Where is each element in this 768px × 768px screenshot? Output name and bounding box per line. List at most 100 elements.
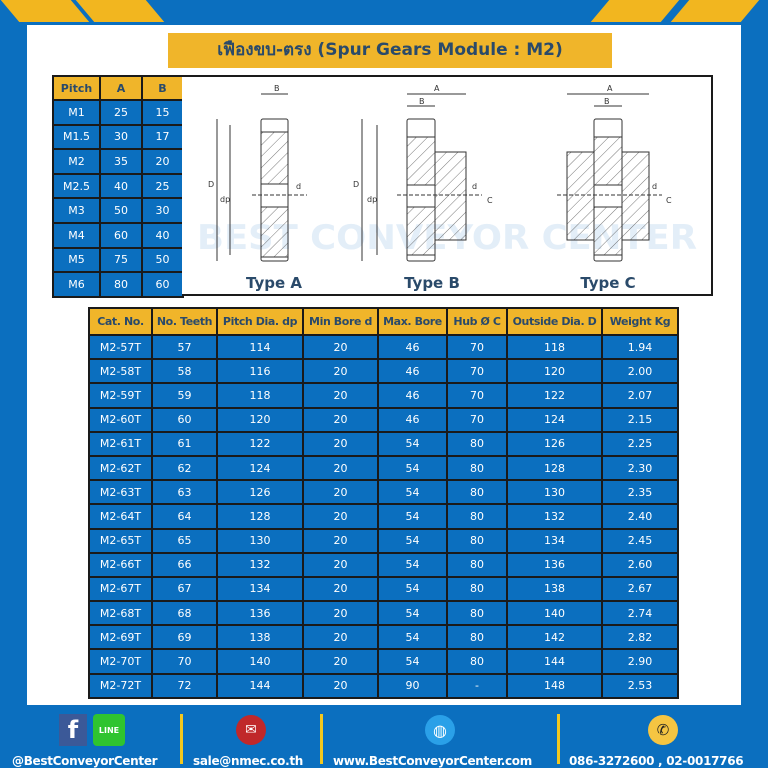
table-cell: 75 xyxy=(99,246,143,274)
table-cell: 116 xyxy=(216,358,304,385)
table-cell: 46 xyxy=(377,406,448,433)
table-cell: 54 xyxy=(377,551,448,578)
table-cell: 118 xyxy=(216,382,304,409)
globe-icon[interactable]: ◍ xyxy=(425,715,455,745)
column-header: Max. Bore xyxy=(377,307,448,336)
table-cell: 130 xyxy=(216,527,304,554)
type-a-label: Type A xyxy=(246,274,302,292)
facebook-icon[interactable]: f xyxy=(59,714,87,746)
table-cell: 20 xyxy=(302,333,379,361)
column-header: B xyxy=(141,75,184,101)
table-cell: 70 xyxy=(151,648,218,675)
table-cell: 20 xyxy=(302,624,379,651)
table-cell: 132 xyxy=(216,551,304,578)
table-cell: 35 xyxy=(99,148,143,175)
email-link[interactable]: sale@nmec.co.th xyxy=(193,754,304,768)
table-cell: M1.5 xyxy=(52,123,101,151)
table-row: M3 50 30 xyxy=(52,197,184,224)
table-cell: M2-66T xyxy=(88,551,153,578)
table-row: M2-69T 69 138 20 54 80 142 2.82 xyxy=(88,624,679,651)
table-cell: 40 xyxy=(99,172,143,200)
table-cell: 54 xyxy=(377,648,448,675)
decor-stripe xyxy=(670,0,760,22)
label-d-bore: d xyxy=(472,182,477,191)
table-cell: 80 xyxy=(446,430,508,457)
table-cell: M2-72T xyxy=(88,672,153,699)
table-cell: 54 xyxy=(377,575,448,603)
table-cell: 20 xyxy=(302,672,379,699)
table-cell: 80 xyxy=(446,624,508,651)
table-cell: 40 xyxy=(141,221,184,249)
table-cell: 57 xyxy=(151,333,218,361)
table-cell: 132 xyxy=(506,503,603,530)
table-cell: 126 xyxy=(216,479,304,506)
phone-icon[interactable]: ✆ xyxy=(648,715,678,745)
table-cell: 2.25 xyxy=(601,430,679,457)
line-icon[interactable]: LINE xyxy=(93,714,125,746)
table-cell: 20 xyxy=(302,551,379,578)
table-cell: M5 xyxy=(52,246,101,274)
table-cell: 134 xyxy=(216,575,304,603)
table-cell: M3 xyxy=(52,197,101,224)
table-cell: 138 xyxy=(506,575,603,603)
table-cell: 60 xyxy=(141,271,184,298)
table-cell: 54 xyxy=(377,479,448,506)
table-cell: 2.60 xyxy=(601,551,679,578)
table-cell: M2-57T xyxy=(88,333,153,361)
table-cell: 122 xyxy=(216,430,304,457)
table-cell: M2-62T xyxy=(88,454,153,482)
table-cell: M2-67T xyxy=(88,575,153,603)
table-cell: 59 xyxy=(151,382,218,409)
table-cell: 25 xyxy=(141,172,184,200)
table-cell: 120 xyxy=(216,406,304,433)
diagram-type-a: B D dp d xyxy=(208,84,307,262)
email-icon[interactable]: ✉ xyxy=(236,715,266,745)
type-c-label: Type C xyxy=(580,274,635,292)
table-cell: 20 xyxy=(302,648,379,675)
table-row: M2-61T 61 122 20 54 80 126 2.25 xyxy=(88,430,679,457)
table-cell: 20 xyxy=(302,503,379,530)
table-cell: 80 xyxy=(446,479,508,506)
label-c: C xyxy=(666,196,672,205)
pitch-table: Pitch A B M1 25 15 M1.5 30 17 M2 35 20 M2.5 40 25 M3 50 3… xyxy=(52,75,184,298)
table-cell: 2.00 xyxy=(601,358,679,385)
phone-numbers[interactable]: 086-3272600 , 02-0017766 xyxy=(569,754,744,768)
table-row: M2-70T 70 140 20 54 80 144 2.90 xyxy=(88,648,679,675)
table-cell: 80 xyxy=(446,648,508,675)
spur-gear-table: Cat. No. No. Teeth Pitch Dia. dp Min Bore d… xyxy=(88,307,679,699)
table-cell: 54 xyxy=(377,503,448,530)
label-dp: dp xyxy=(220,195,230,204)
website-link[interactable]: www.BestConveyorCenter.com xyxy=(333,754,532,768)
type-b-label: Type B xyxy=(404,274,460,292)
table-cell: 54 xyxy=(377,527,448,554)
facebook-link[interactable]: @BestConveyorCenter xyxy=(12,754,158,768)
table-cell: 80 xyxy=(99,271,143,298)
table-row: M1.5 30 17 xyxy=(52,123,184,151)
table-cell: 20 xyxy=(302,454,379,482)
table-cell: 70 xyxy=(446,406,508,433)
table-cell: M2-58T xyxy=(88,358,153,385)
table-cell: 17 xyxy=(141,123,184,151)
line-icon-label: LINE xyxy=(98,725,120,735)
table-cell: 140 xyxy=(216,648,304,675)
table-cell: 122 xyxy=(506,382,603,409)
table-cell: 58 xyxy=(151,358,218,385)
column-header: A xyxy=(99,75,143,101)
table-cell: M1 xyxy=(52,99,101,126)
table-cell: 20 xyxy=(302,382,379,409)
table-row: M2-64T 64 128 20 54 80 132 2.40 xyxy=(88,503,679,530)
table-cell: 15 xyxy=(141,99,184,126)
table-cell: M2-61T xyxy=(88,430,153,457)
table-row: M2-65T 65 130 20 54 80 134 2.45 xyxy=(88,527,679,554)
table-cell: M2-69T xyxy=(88,624,153,651)
table-cell: 30 xyxy=(99,123,143,151)
table-cell: 136 xyxy=(506,551,603,578)
table-cell: 69 xyxy=(151,624,218,651)
table-cell: 80 xyxy=(446,527,508,554)
label-d-bore: d xyxy=(652,182,657,191)
table-cell: 54 xyxy=(377,600,448,627)
table-cell: 1.94 xyxy=(601,333,679,361)
table-cell: 61 xyxy=(151,430,218,457)
table-row: M2-68T 68 136 20 54 80 140 2.74 xyxy=(88,600,679,627)
table-cell: 70 xyxy=(446,358,508,385)
